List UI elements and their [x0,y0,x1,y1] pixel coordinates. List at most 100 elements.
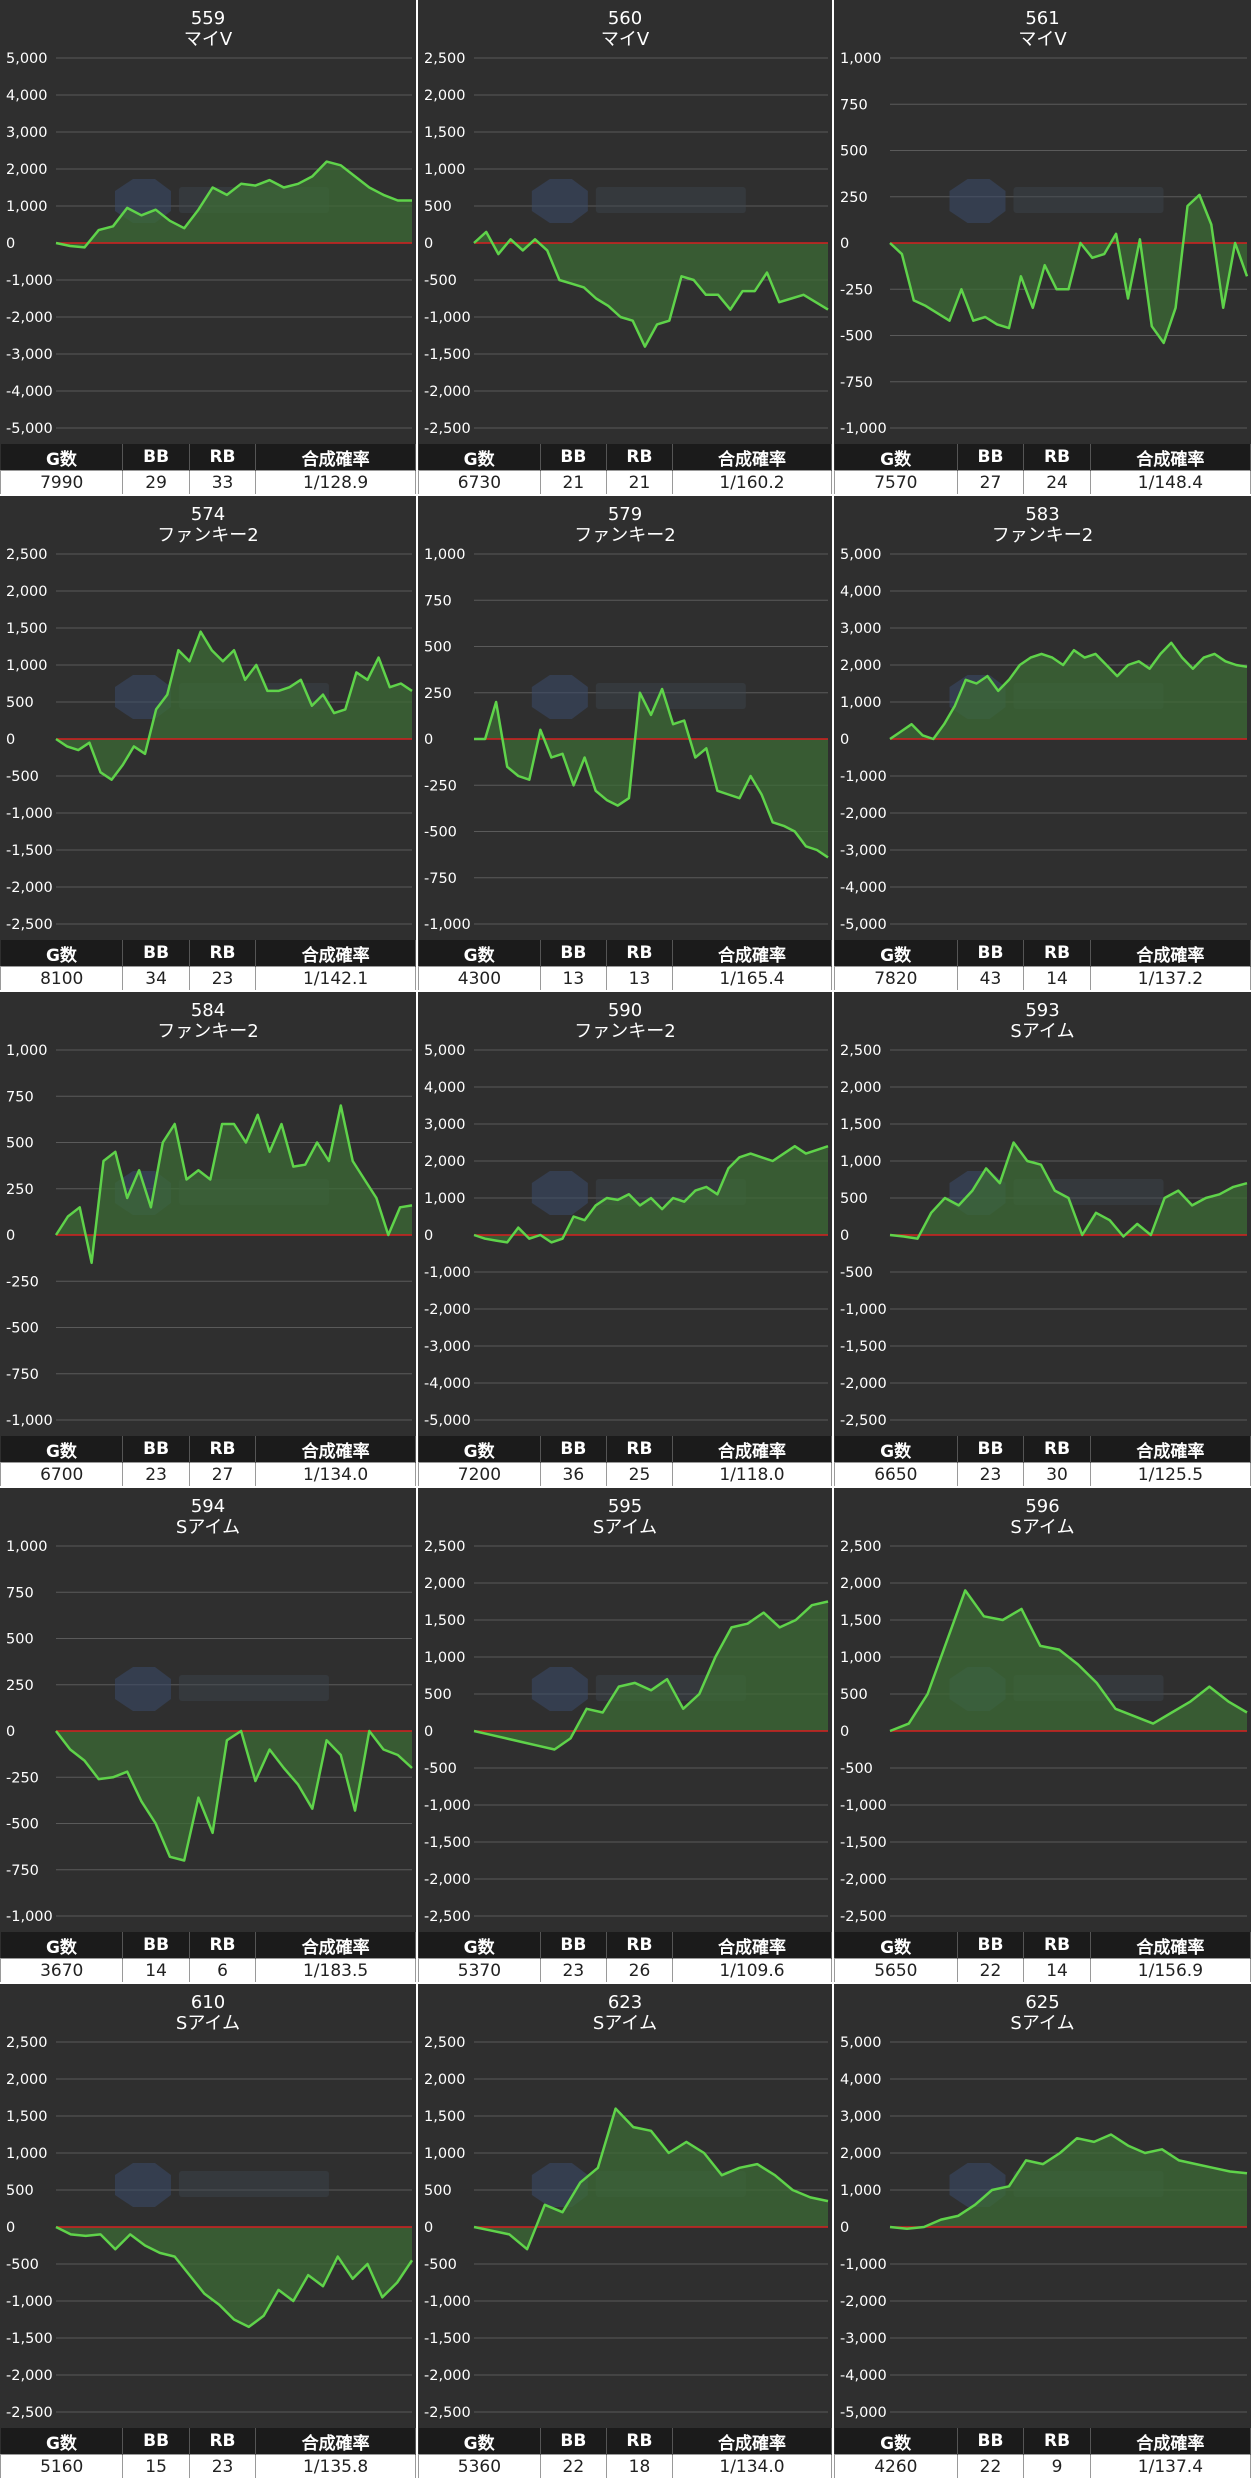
y-tick-label: 5,000 [840,547,882,563]
stats-header-prob: 合成確率 [255,1932,416,1959]
stats-header-bb: BB [957,2428,1025,2455]
chart-panel: 559 マイV 5,000 4,000 3,000 2,000 1,000 0 -1,000 -2… [0,0,416,494]
stats-header-bb: BB [540,444,607,471]
stats-header-prob: 合成確率 [255,2428,416,2455]
stats-header-rb: RB [189,444,257,471]
y-tick-label: -2,000 [424,1872,471,1888]
stats-value-prob: 1/128.9 [255,470,416,494]
machine-number: 584 [191,1000,225,1021]
y-tick-label: -500 [6,1817,39,1833]
y-tick-label: -1,000 [424,917,471,933]
watermark-logo-icon [949,179,1006,223]
y-tick-label: -500 [6,1321,39,1337]
stats-header-bb: BB [122,1436,190,1463]
stats-value-bb: 43 [956,966,1025,990]
stats-header-games: G数 [418,444,541,471]
stats-header-rb: RB [189,940,257,967]
stats-header-rb: RB [606,940,673,967]
y-tick-label: 500 [424,640,452,656]
y-tick-label: 0 [424,1228,433,1244]
chart-panel: 584 ファンキー2 1,000 750 500 250 0 -250 -500 -750 -1,0… [0,992,416,1486]
machine-model: ファンキー2 [574,1021,675,1042]
stats-value-prob: 1/125.5 [1089,1462,1251,1486]
y-tick-label: 0 [840,2220,849,2236]
balance-line [55,160,412,249]
stats-value-games: 3670 [0,1958,124,1982]
stats-header-games: G数 [834,940,958,967]
stats-value-prob: 1/156.9 [1089,1958,1251,1982]
y-tick-label: -500 [424,825,457,841]
stats-header-prob: 合成確率 [1090,2428,1251,2455]
stats-value-prob: 1/142.1 [255,966,416,990]
y-tick-label: -250 [424,778,457,794]
y-tick-label: 1,000 [840,2183,882,2199]
y-tick-label: -2,000 [840,1872,887,1888]
stats-value-bb: 15 [122,2454,190,2478]
chart-panel: 623 Sアイム 2,500 2,000 1,500 1,000 500 0 -500 -1,00… [418,1984,832,2478]
chart-panel: 560 マイV 2,500 2,000 1,500 1,000 500 0 -500 -1,000… [418,0,832,494]
stats-header-prob: 合成確率 [1090,940,1251,967]
machine-number: 594 [191,1496,225,1517]
y-tick-label: 500 [424,1687,452,1703]
y-tick-label: 250 [424,686,452,702]
y-tick-label: 1,000 [424,162,466,178]
machine-number: 559 [191,8,225,29]
y-tick-label: 2,500 [6,547,48,563]
balance-line [889,1589,1248,1733]
stats-value-rb: 21 [605,470,673,494]
stats-header-bb: BB [957,1436,1025,1463]
y-tick-label: 500 [840,144,868,160]
stats-header-prob: 合成確率 [672,1932,832,1959]
watermark-logo-icon [595,683,746,709]
balance-area [890,642,1247,739]
stats-value-prob: 1/118.0 [671,1462,832,1486]
stats-table: G数 BB RB 合成確率 5650 22 14 1/156.9 [834,1932,1251,1982]
machine-model: Sアイム [1010,1517,1074,1538]
stats-header-bb: BB [957,940,1025,967]
stats-value-games: 7990 [0,470,124,494]
machine-model: ファンキー2 [157,1021,258,1042]
stats-value-prob: 1/160.2 [671,470,832,494]
stats-header-games: G数 [834,1932,958,1959]
stats-header-bb: BB [122,940,190,967]
y-tick-label: -1,000 [840,1302,887,1318]
balance-line [54,1104,413,1265]
y-tick-label: -2,500 [840,1413,887,1429]
stats-value-bb: 34 [122,966,190,990]
y-tick-label: 2,500 [840,1043,882,1059]
y-tick-label: -3,000 [840,2331,887,2347]
y-tick-label: 750 [424,593,452,609]
balance-line [473,1144,829,1244]
y-tick-label: 500 [840,1191,868,1207]
y-tick-label: 0 [6,236,15,252]
stats-header-rb: RB [1023,444,1091,471]
balance-area [474,1146,828,1243]
y-tick-label: -1,000 [6,2294,53,2310]
stats-table: G数 BB RB 合成確率 3670 14 6 1/183.5 [0,1932,416,1982]
machine-number: 590 [608,1000,642,1021]
y-tick-label: -3,000 [6,347,53,363]
y-tick-label: -1,000 [424,310,471,326]
stats-value-prob: 1/148.4 [1089,470,1251,494]
stats-header-games: G数 [0,1436,124,1463]
stats-value-games: 5370 [418,1958,541,1982]
y-tick-label: 250 [840,190,868,206]
y-tick-label: 0 [6,1724,15,1740]
stats-table: G数 BB RB 合成確率 4260 22 9 1/137.4 [834,2428,1251,2478]
balance-line [55,2225,414,2329]
stats-value-prob: 1/165.4 [671,966,832,990]
y-tick-label: 2,000 [6,584,48,600]
y-tick-label: 1,000 [840,51,882,67]
y-tick-label: -500 [424,1761,457,1777]
stats-header-bb: BB [540,940,607,967]
watermark-logo-icon [178,1675,329,1701]
y-tick-label: -5,000 [424,1413,471,1429]
